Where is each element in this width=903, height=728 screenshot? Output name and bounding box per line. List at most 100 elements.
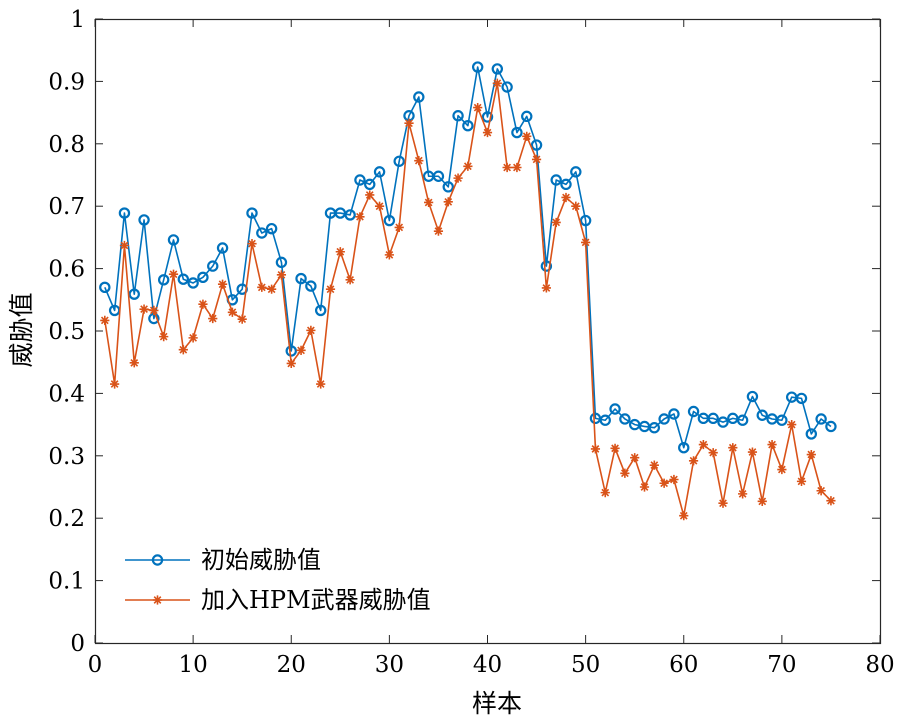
y-tick-label: 0.4 bbox=[48, 381, 85, 407]
series-1-point bbox=[295, 272, 307, 285]
plot-area bbox=[94, 18, 882, 645]
series-2-point bbox=[208, 313, 218, 324]
series-1-point bbox=[471, 61, 484, 73]
series-2-point bbox=[502, 162, 512, 173]
series-1-point bbox=[776, 414, 788, 426]
series-2-point bbox=[688, 456, 699, 466]
series-1-point bbox=[305, 280, 317, 292]
series-2-point bbox=[561, 192, 571, 203]
legend-marker bbox=[152, 595, 163, 605]
series-1-point bbox=[511, 126, 523, 139]
series-2-point bbox=[404, 118, 414, 128]
series-2-point bbox=[424, 197, 434, 208]
series-2-point bbox=[659, 478, 669, 488]
series-2-point bbox=[110, 379, 120, 389]
x-tick-label: 30 bbox=[375, 652, 404, 678]
y-tick-label: 0.8 bbox=[48, 132, 85, 158]
series-1-line bbox=[104, 66, 832, 449]
series-1-point bbox=[521, 110, 533, 123]
y-axis-label: 威胁值 bbox=[7, 292, 36, 367]
y-tick-label: 0.3 bbox=[48, 444, 85, 470]
series-1-point bbox=[442, 181, 454, 193]
series-2-point bbox=[384, 250, 394, 260]
axis-ticks bbox=[94, 18, 881, 644]
series-2-point bbox=[365, 190, 375, 200]
y-tick-label: 0.6 bbox=[48, 257, 85, 283]
series-2-point bbox=[600, 488, 610, 498]
series-2-point bbox=[728, 443, 738, 453]
series-1-point bbox=[609, 403, 621, 415]
series-2-point bbox=[669, 474, 679, 485]
series-1-point bbox=[648, 422, 661, 434]
series-2-point bbox=[522, 131, 532, 141]
series-1-point bbox=[265, 222, 278, 235]
x-tick-label: 10 bbox=[178, 652, 207, 678]
series-1-point bbox=[354, 174, 366, 186]
series-2-point bbox=[777, 464, 787, 475]
series-1-point bbox=[167, 234, 180, 246]
x-axis-label: 样本 bbox=[472, 689, 522, 718]
series-2-point bbox=[316, 379, 326, 389]
y-tick-label: 0.2 bbox=[48, 506, 85, 532]
series-1-point bbox=[717, 416, 729, 428]
series-2-point bbox=[345, 275, 355, 285]
series-2-point bbox=[286, 358, 296, 369]
series-2-point bbox=[149, 305, 159, 316]
series-2-point bbox=[168, 269, 179, 279]
series-2-point bbox=[630, 453, 640, 463]
series-2-point bbox=[512, 162, 522, 173]
series-2-point bbox=[738, 489, 748, 499]
series-2-point bbox=[325, 284, 336, 294]
series-1-point bbox=[805, 428, 818, 440]
series-1-point bbox=[99, 281, 111, 294]
series-1-point bbox=[746, 390, 759, 403]
series-1-point bbox=[501, 81, 513, 93]
series-1-point bbox=[570, 166, 582, 178]
series-1-point bbox=[314, 304, 327, 317]
series-2-point bbox=[139, 304, 149, 314]
series-2-point bbox=[267, 284, 277, 294]
y-tick-label: 0.7 bbox=[48, 194, 85, 220]
series-2-point bbox=[306, 325, 316, 335]
y-tick-label: 0.5 bbox=[48, 319, 85, 345]
series-2-point bbox=[198, 299, 208, 309]
series-1 bbox=[99, 61, 837, 454]
series-2-point bbox=[119, 240, 130, 251]
y-tick-label: 0.9 bbox=[48, 69, 85, 95]
series-1-point bbox=[530, 139, 543, 151]
x-tick-label: 60 bbox=[669, 652, 698, 678]
series-1-point bbox=[207, 260, 219, 272]
series-1-point bbox=[825, 420, 837, 433]
x-tick-label: 50 bbox=[571, 652, 600, 678]
series-1-point bbox=[364, 178, 376, 191]
series-1-point bbox=[216, 242, 229, 254]
series-1-point bbox=[619, 413, 631, 425]
series-2-point bbox=[551, 217, 561, 228]
series-2-point bbox=[816, 486, 826, 496]
series-2-point bbox=[296, 345, 306, 355]
series-2-point bbox=[767, 439, 777, 450]
series-2-point bbox=[708, 448, 718, 458]
series-2-point bbox=[178, 345, 188, 355]
series-2-point bbox=[473, 103, 483, 113]
series-2-point bbox=[129, 358, 139, 368]
series-2-point bbox=[747, 447, 758, 457]
series-2-point bbox=[227, 307, 237, 317]
series-2-point bbox=[492, 78, 502, 88]
series-2-point bbox=[698, 439, 708, 450]
series-2-point bbox=[590, 444, 601, 454]
x-tick-label: 80 bbox=[865, 652, 894, 678]
series-1-point bbox=[246, 207, 258, 219]
series-2-point bbox=[276, 270, 287, 280]
series-1-point bbox=[177, 273, 190, 285]
series-1-point bbox=[187, 277, 199, 289]
series-2-point bbox=[247, 239, 257, 249]
series-1-point bbox=[128, 288, 140, 300]
series-1-point bbox=[373, 166, 386, 178]
series-2-point bbox=[443, 197, 453, 207]
legend-marker bbox=[151, 554, 164, 566]
series-1-point bbox=[756, 409, 768, 421]
series-1-point bbox=[599, 414, 611, 426]
series-2-point bbox=[394, 222, 404, 233]
